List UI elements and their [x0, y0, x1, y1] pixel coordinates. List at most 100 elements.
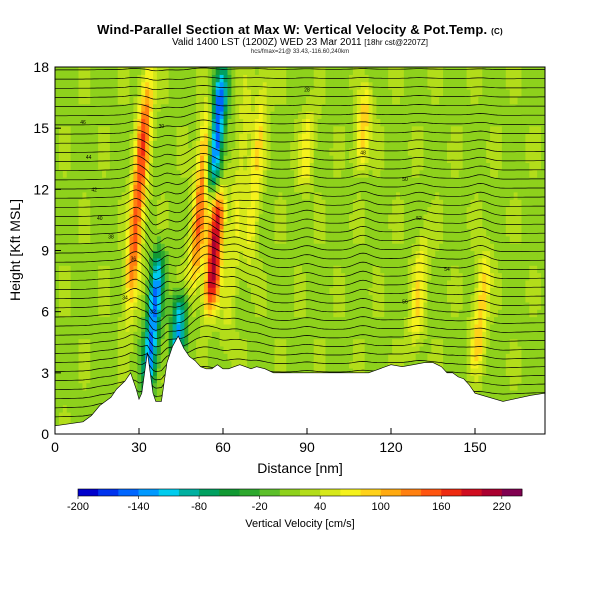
velocity-cell	[396, 96, 401, 105]
velocity-cell	[384, 89, 389, 97]
velocity-cell	[325, 221, 330, 230]
velocity-cell	[325, 213, 330, 222]
velocity-cell	[262, 235, 268, 244]
velocity-cell	[137, 272, 142, 281]
velocity-cell	[419, 184, 425, 193]
velocity-cell	[384, 360, 389, 369]
velocity-cell	[258, 353, 264, 362]
velocity-cell	[368, 125, 374, 134]
velocity-cell	[172, 316, 178, 325]
velocity-cell	[227, 309, 232, 318]
velocity-cell	[352, 338, 358, 347]
velocity-cell	[125, 228, 131, 237]
velocity-cell	[235, 213, 240, 222]
velocity-cell	[58, 118, 64, 127]
velocity-cell	[137, 345, 142, 354]
velocity-cell	[290, 140, 295, 149]
velocity-cell	[141, 338, 146, 347]
velocity-cell	[368, 67, 374, 75]
velocity-cell	[66, 67, 72, 68]
velocity-cell	[180, 184, 185, 193]
velocity-cell	[102, 345, 107, 354]
velocity-cell	[282, 265, 287, 274]
velocity-cell	[86, 338, 91, 347]
velocity-cell	[153, 206, 158, 215]
velocity-cell	[164, 67, 170, 75]
velocity-cell	[247, 191, 252, 200]
velocity-cell	[211, 265, 217, 274]
velocity-cell	[82, 133, 87, 141]
velocity-cell	[372, 213, 378, 222]
velocity-cell	[360, 199, 366, 208]
velocity-cell	[211, 140, 217, 149]
velocity-cell	[368, 184, 374, 193]
velocity-cell	[184, 301, 189, 310]
velocity-cell	[403, 360, 409, 369]
velocity-cell	[317, 162, 323, 171]
velocity-cell	[247, 235, 252, 244]
velocity-cell	[364, 272, 370, 281]
velocity-cell	[419, 243, 425, 252]
velocity-cell	[427, 206, 432, 215]
velocity-cell	[341, 199, 346, 208]
velocity-cell	[58, 177, 64, 186]
velocity-cell	[341, 103, 346, 112]
velocity-cell	[388, 221, 393, 230]
velocity-cell	[356, 367, 362, 376]
velocity-cell	[200, 111, 205, 119]
velocity-cell	[74, 133, 80, 141]
velocity-cell	[274, 191, 280, 200]
velocity-cell	[203, 301, 209, 310]
velocity-cell	[180, 265, 185, 274]
velocity-cell	[160, 118, 166, 127]
velocity-cell	[360, 103, 366, 112]
velocity-cell	[160, 345, 166, 354]
velocity-cell	[317, 155, 323, 164]
velocity-cell	[66, 360, 72, 369]
velocity-cell	[188, 250, 193, 259]
velocity-cell	[58, 125, 64, 134]
velocity-cell	[317, 67, 323, 68]
velocity-cell	[407, 309, 413, 318]
velocity-cell	[109, 228, 115, 237]
velocity-cell	[258, 250, 264, 259]
velocity-cell	[90, 199, 95, 208]
velocity-cell	[392, 125, 397, 134]
velocity-cell	[82, 360, 87, 369]
velocity-cell	[145, 213, 150, 222]
velocity-cell	[105, 177, 111, 186]
velocity-cell	[243, 345, 248, 354]
velocity-cell	[290, 213, 295, 222]
velocity-cell	[172, 118, 178, 127]
velocity-cell	[258, 323, 264, 332]
velocity-cell	[141, 250, 146, 259]
velocity-cell	[94, 279, 99, 288]
velocity-cell	[149, 177, 154, 186]
velocity-cell	[176, 301, 182, 310]
velocity-cell	[164, 257, 170, 266]
velocity-cell	[78, 213, 84, 222]
velocity-cell	[399, 250, 405, 259]
velocity-cell	[286, 360, 291, 369]
velocity-cell	[121, 169, 127, 178]
velocity-cell	[345, 133, 350, 141]
velocity-cell	[317, 206, 323, 215]
velocity-cell	[356, 155, 362, 164]
velocity-cell	[86, 331, 91, 340]
velocity-cell	[356, 316, 362, 325]
velocity-cell	[62, 265, 68, 274]
velocity-cell	[94, 133, 99, 141]
velocity-cell	[113, 338, 119, 347]
velocity-cell	[90, 177, 95, 186]
velocity-cell	[360, 250, 366, 259]
velocity-cell	[156, 81, 162, 90]
velocity-cell	[313, 103, 319, 112]
velocity-cell	[188, 316, 193, 325]
velocity-cell	[364, 155, 370, 164]
velocity-cell	[94, 309, 99, 318]
velocity-cell	[192, 294, 197, 303]
velocity-cell	[176, 265, 182, 274]
velocity-cell	[117, 81, 123, 90]
velocity-cell	[94, 155, 99, 164]
velocity-cell	[98, 67, 103, 68]
